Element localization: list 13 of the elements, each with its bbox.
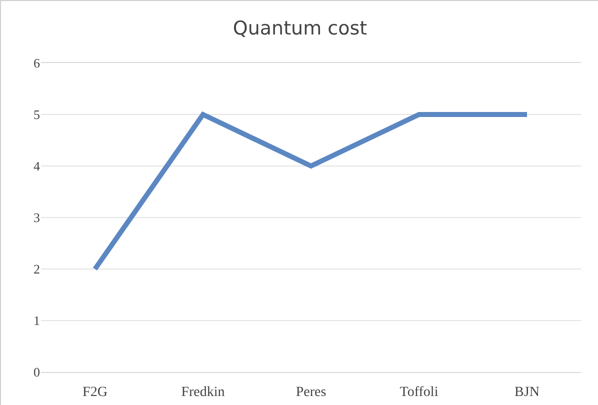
y-tick-label: 4 [34, 158, 40, 174]
y-tick-label: 6 [34, 56, 40, 71]
y-tick-label: 0 [34, 364, 40, 380]
x-tick-label: Toffoli [400, 384, 438, 400]
y-tick-label: 5 [34, 107, 40, 122]
y-tick-label: 2 [34, 262, 40, 277]
chart-title: Quantum cost [232, 18, 368, 40]
x-tick-label: Peres [296, 384, 326, 400]
x-tick-label: BJN [514, 384, 540, 400]
y-tick-label: 1 [34, 313, 40, 328]
x-tick-label: F2G [82, 384, 108, 400]
x-tick-label: Fredkin [181, 384, 225, 400]
y-tick-label: 3 [34, 210, 40, 226]
